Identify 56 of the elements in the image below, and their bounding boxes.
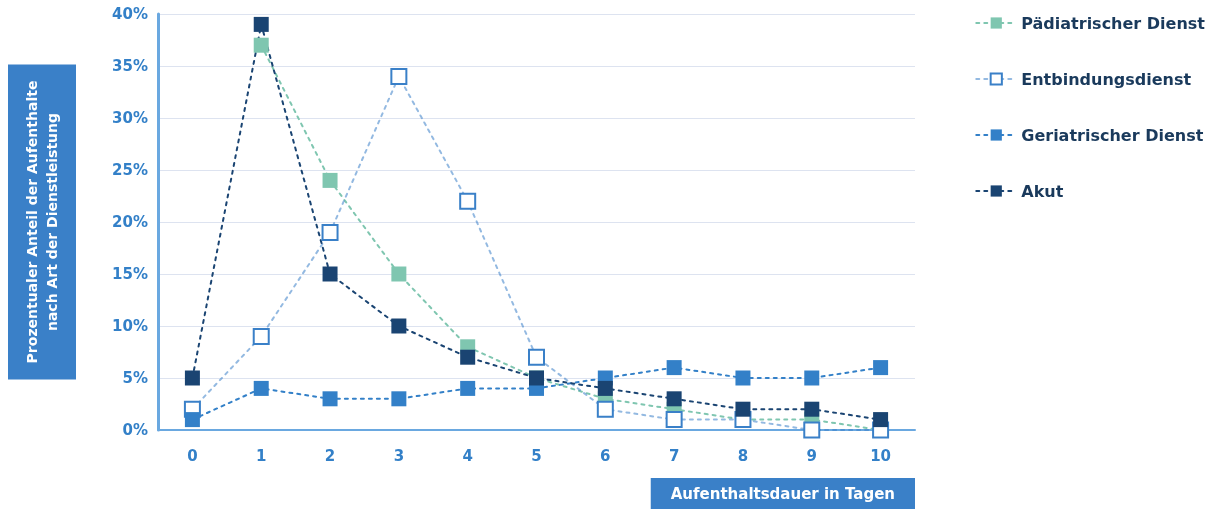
point	[735, 370, 751, 386]
y-tick-label: 5%	[122, 369, 148, 387]
legend-label: Pädiatrischer Dienst	[1021, 13, 1206, 33]
point	[873, 412, 889, 428]
point	[391, 266, 407, 282]
x-tick-label: 10	[870, 446, 892, 465]
x-tick-label: 3	[393, 446, 405, 465]
y-tick-label: 20%	[112, 213, 148, 231]
point	[873, 360, 889, 376]
x-tick-label: 9	[806, 446, 817, 465]
point	[253, 380, 269, 396]
point	[460, 349, 476, 365]
point	[184, 412, 200, 428]
point	[459, 192, 477, 210]
point	[322, 172, 338, 188]
point	[184, 370, 200, 386]
x-tick-label: 1	[256, 446, 267, 465]
point	[735, 401, 751, 417]
x-tick-label: 6	[600, 446, 611, 465]
x-tick-label: 5	[531, 446, 542, 465]
y-tick-label: 10%	[112, 317, 148, 335]
point	[322, 391, 338, 407]
point	[321, 223, 339, 241]
point	[390, 67, 408, 85]
point	[460, 380, 476, 396]
point	[804, 370, 820, 386]
x-tick-label: 4	[462, 446, 473, 465]
y-tick-label: 25%	[112, 161, 148, 179]
legend-label: Entbindungsdienst	[1021, 69, 1192, 89]
point	[596, 400, 614, 418]
x-tick-label: 0	[187, 446, 198, 465]
y-tick-label: 0%	[122, 421, 148, 439]
point	[804, 401, 820, 417]
y-tick-label: 30%	[112, 109, 148, 127]
point	[665, 411, 683, 429]
point	[597, 380, 613, 396]
x-axis-title: Aufenthaltsdauer in Tagen	[670, 484, 896, 503]
point	[666, 391, 682, 407]
x-tick-label: 8	[737, 446, 749, 465]
point	[253, 37, 269, 53]
point	[803, 421, 821, 439]
point	[391, 391, 407, 407]
x-tick-label: 7	[668, 446, 680, 465]
point	[528, 348, 545, 366]
y-axis-title: Prozentualer Anteil der Aufenthalte nach Art der Dienstleistung	[24, 80, 60, 364]
y-tick-label: 40%	[112, 5, 148, 23]
legend-label: Akut	[1021, 181, 1064, 201]
legend-label: Geriatrischer Dienst	[1021, 125, 1204, 145]
point	[253, 16, 269, 32]
x-tick-label: 2	[324, 446, 336, 465]
y-tick-label: 15%	[112, 265, 148, 283]
point	[391, 318, 407, 334]
y-tick-label: 35%	[112, 57, 148, 75]
point	[252, 327, 270, 345]
point	[322, 266, 338, 282]
point	[666, 360, 682, 376]
